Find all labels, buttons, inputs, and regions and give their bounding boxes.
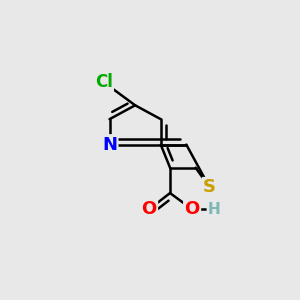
Text: O: O — [184, 200, 200, 218]
Text: H: H — [208, 202, 220, 217]
Text: O: O — [142, 200, 157, 218]
Text: Cl: Cl — [95, 73, 113, 91]
Text: S: S — [203, 178, 216, 196]
Text: N: N — [102, 136, 117, 154]
